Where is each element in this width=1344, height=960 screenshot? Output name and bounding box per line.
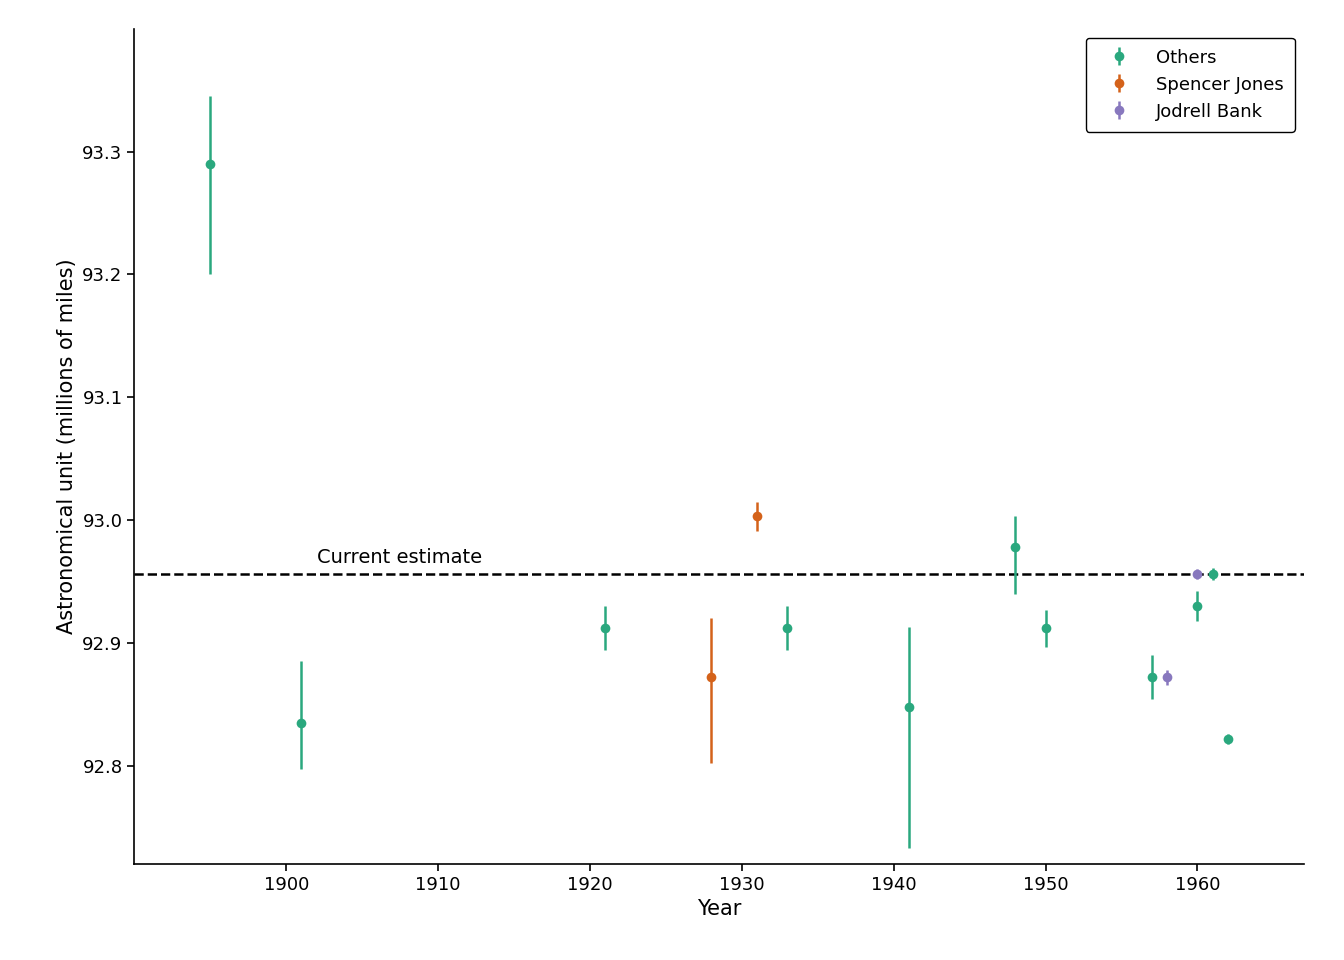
Y-axis label: Astronomical unit (millions of miles): Astronomical unit (millions of miles) xyxy=(56,258,77,635)
Legend: Others, Spencer Jones, Jodrell Bank: Others, Spencer Jones, Jodrell Bank xyxy=(1086,37,1294,132)
Text: Current estimate: Current estimate xyxy=(317,548,481,566)
X-axis label: Year: Year xyxy=(696,900,742,920)
